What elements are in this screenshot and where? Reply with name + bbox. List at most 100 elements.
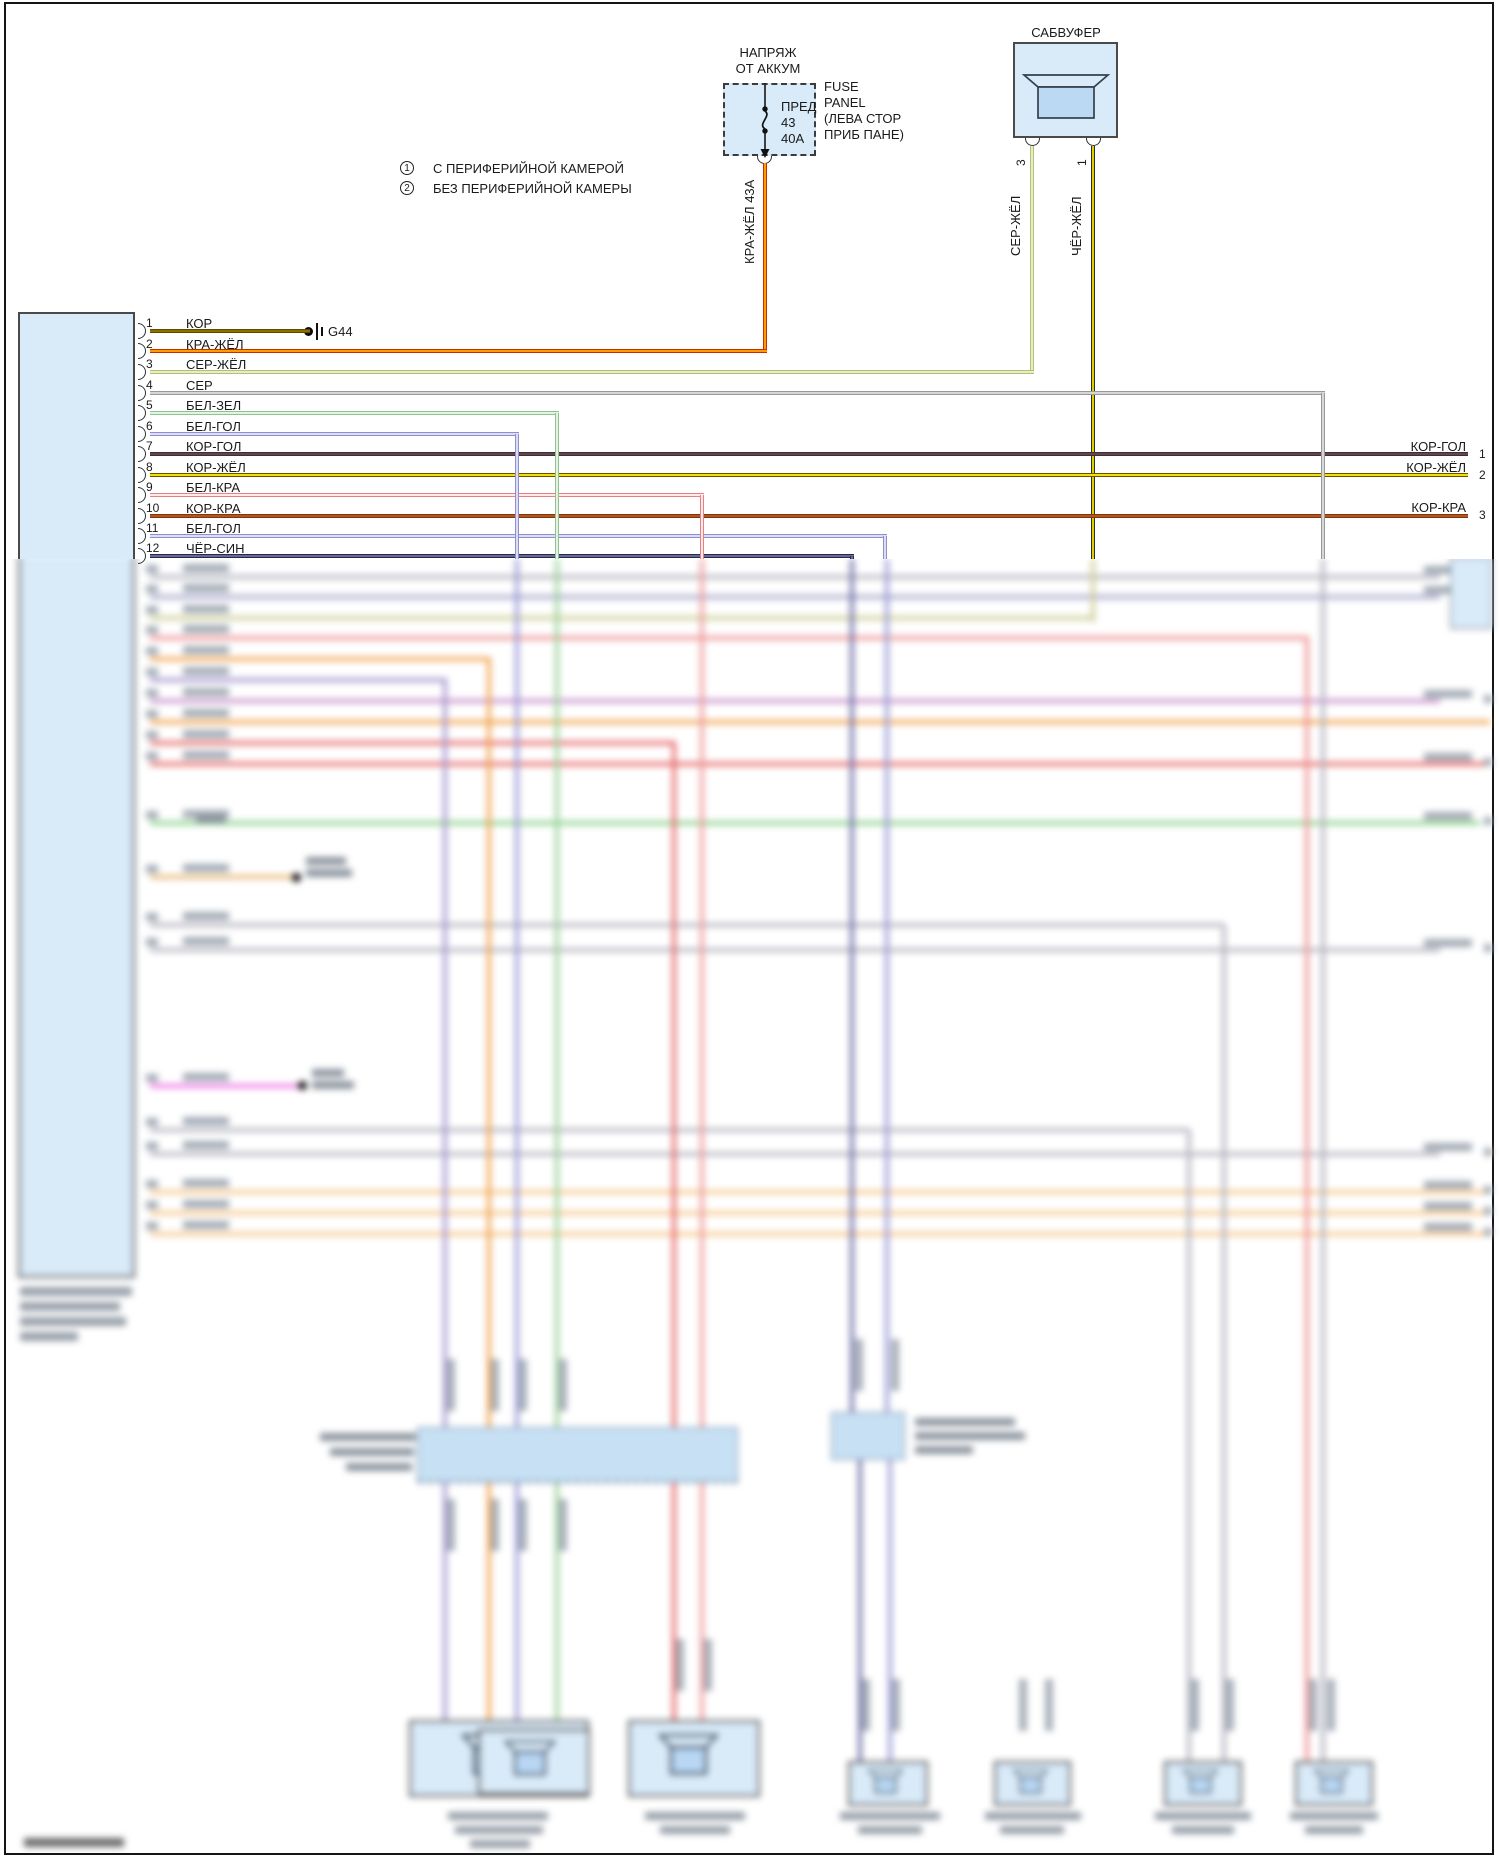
wire-label: СЕР: [186, 378, 213, 393]
blurred-pin-num: [146, 710, 158, 718]
wire-run: [150, 391, 1325, 395]
wire-label: ЧЁР-СИН: [186, 541, 245, 556]
blurred-junction-dot: [298, 1081, 307, 1090]
blurred-box-caption: [448, 1812, 548, 1820]
blurred-speaker-box: [1164, 1761, 1242, 1806]
blurred-wire-label: [183, 1141, 229, 1149]
wire-run: [150, 554, 854, 558]
blurred-box-caption: [470, 1840, 530, 1848]
blurred-vertical-label: [1045, 1679, 1053, 1731]
blurred-vertical-label: [447, 1359, 455, 1411]
blurred-box-caption: [1172, 1826, 1234, 1834]
wire-run-vertical: [555, 413, 559, 559]
wire-run: [150, 329, 310, 333]
blurred-box-caption: [660, 1826, 730, 1834]
blurred-vertical-label: [519, 1499, 527, 1551]
blurred-pin-num: [146, 752, 158, 760]
blurred-pin-num: [146, 606, 158, 614]
blurred-vertical-label: [1019, 1679, 1027, 1731]
blurred-vertical-label: [491, 1359, 499, 1411]
blurred-vertical-label: [891, 1339, 899, 1391]
speaker-icon: [1012, 1769, 1049, 1794]
speaker-icon: [1021, 74, 1111, 119]
blurred-wire-vertical: [555, 559, 559, 1720]
blurred-vertical-label: [862, 1679, 870, 1731]
blurred-wire-label: [183, 751, 229, 759]
wire-run-vertical: [883, 536, 887, 559]
blurred-wire: [150, 657, 491, 661]
blurred-bar-label: [915, 1418, 1015, 1426]
blurred-wire-label: [183, 1179, 229, 1187]
power-source-label: НАПРЯЖ: [739, 45, 797, 60]
blurred-wire-label: [183, 605, 229, 613]
blurred-wire-label: [183, 625, 229, 633]
blurred-doc-id: [24, 1838, 124, 1847]
blurred-right-pin: [1484, 1148, 1492, 1156]
blurred-callout: [312, 1069, 344, 1077]
blurred-right-label: [1424, 690, 1472, 698]
blurred-vertical-label: [559, 1359, 567, 1411]
fuse-rating: 40А: [781, 131, 805, 146]
blurred-box-caption: [1155, 1812, 1251, 1820]
blurred-box-caption: [1290, 1812, 1378, 1820]
blurred-pin-num: [146, 585, 158, 593]
blurred-speaker-box: [994, 1761, 1071, 1806]
wire-run: [150, 514, 1468, 518]
blurred-box-caption: [1305, 1826, 1363, 1834]
blurred-wire: [150, 1211, 1490, 1215]
blurred-box-caption: [858, 1826, 922, 1834]
blurred-wire-vertical: [672, 743, 676, 1720]
blurred-component-box: [1450, 559, 1492, 629]
wire-run-vertical: [850, 556, 854, 559]
blurred-right-label: [1424, 566, 1472, 574]
blurred-wire-vertical: [1187, 1130, 1191, 1761]
blurred-wire-vertical: [1091, 559, 1095, 622]
blurred-vertical-label: [855, 1339, 863, 1391]
blurred-wire-vertical: [443, 680, 447, 1720]
blurred-right-label: [1424, 939, 1472, 947]
blurred-wire-label: [183, 1073, 229, 1081]
blurred-right-label: [1424, 753, 1472, 761]
ground-label: G44: [328, 324, 353, 339]
legend-label-1: С ПЕРИФЕРИЙНОЙ КАМЕРОЙ: [433, 161, 624, 176]
speaker-icon: [1313, 1769, 1350, 1794]
blurred-pin-num: [146, 1074, 158, 1082]
blurred-pin-num: [146, 811, 158, 819]
blurred-wire-vertical: [858, 1460, 862, 1761]
blurred-pin-num: [146, 1142, 158, 1150]
blurred-pin-num: [146, 1222, 158, 1230]
blurred-wire: [150, 762, 1490, 766]
wire-run: [150, 473, 1468, 477]
blurred-wire-label: [183, 1200, 229, 1208]
wire-run: [150, 432, 519, 436]
blurred-right-label: [1424, 1202, 1472, 1210]
blurred-pin-num: [146, 938, 158, 946]
blurred-pin-num: [146, 1118, 158, 1126]
blurred-right-pin: [1484, 1228, 1492, 1236]
blurred-wire-label: [183, 937, 229, 945]
blurred-wire-label: [183, 564, 229, 572]
blurred-pin-num: [146, 668, 158, 676]
blurred-wire: [150, 741, 676, 745]
subwoofer-wire-cher-zhel: [1091, 146, 1095, 559]
blurred-wire: [150, 821, 1480, 825]
battery-wire-label: КРА-ЖЁЛ 43А: [742, 179, 757, 264]
fuse-name: ПРЕД: [781, 99, 817, 114]
blurred-wire-label: [183, 730, 229, 738]
blurred-caption: [20, 1317, 126, 1326]
wire-run: [150, 370, 1034, 374]
power-source-label-2: ОТ АККУМ: [735, 61, 801, 76]
blurred-right-pin: [1484, 1207, 1492, 1215]
blurred-right-label: [1424, 586, 1472, 594]
wire-run: [150, 452, 1468, 456]
blurred-wire: [150, 678, 447, 682]
right-wire-label: КОР-КРА: [1411, 500, 1466, 515]
wire-run-vertical: [700, 495, 704, 559]
blurred-wire: [150, 699, 1440, 703]
blurred-pin-num: [146, 865, 158, 873]
legend-circle-1: 1: [400, 161, 414, 175]
blurred-pin-num: [146, 731, 158, 739]
blurred-callout: [306, 869, 352, 877]
blurred-wire-vertical: [487, 659, 491, 1720]
wire-label: СЕР-ЖЁЛ: [186, 357, 247, 372]
